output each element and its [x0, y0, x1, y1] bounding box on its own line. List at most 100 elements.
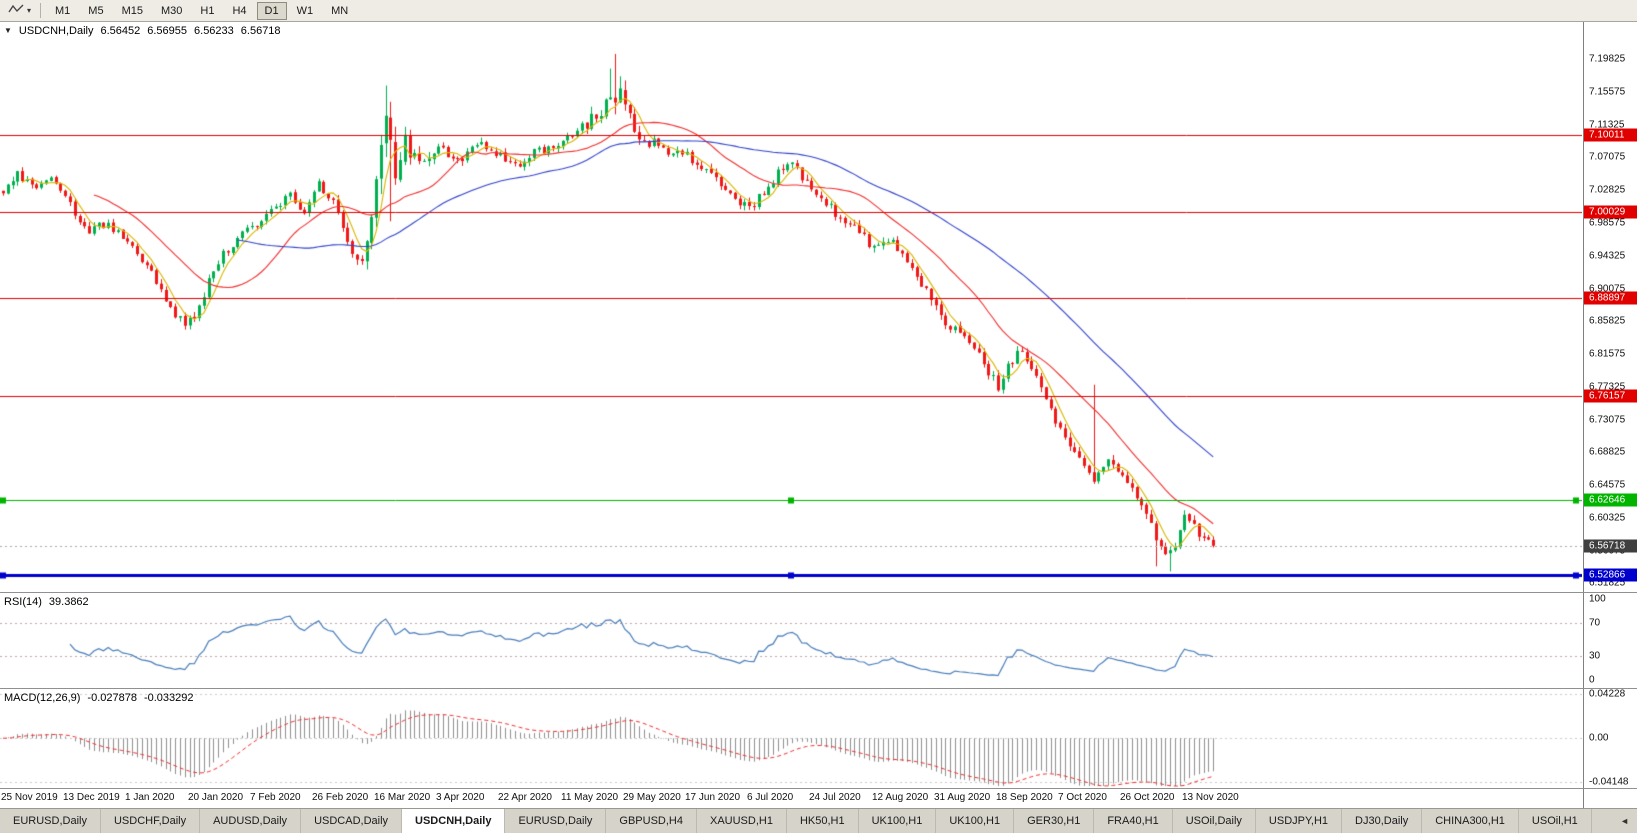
timeframe-button-m15[interactable]: M15 [121, 4, 143, 17]
chart-tab-usdcad-daily[interactable]: USDCAD,Daily [301, 809, 403, 833]
price-scale-label: 7.11325 [1589, 119, 1625, 131]
price-scale-label: 6.73075 [1589, 414, 1626, 426]
rsi-header: RSI(14) 39.3862 [4, 596, 89, 608]
chart-tab-fra40-h1[interactable]: FRA40,H1 [1094, 809, 1173, 833]
date-label: 12 Aug 2020 [872, 792, 929, 803]
date-label: 6 Jul 2020 [747, 792, 794, 803]
date-label: 13 Dec 2019 [63, 792, 120, 803]
timeframe-button-d1[interactable]: D1 [256, 1, 287, 20]
ohlc-close: 6.56718 [240, 25, 281, 37]
date-label: 7 Feb 2020 [250, 792, 301, 803]
chart-tab-usoil-daily[interactable]: USOil,Daily [1173, 809, 1256, 833]
chart-tabs-bar: EURUSD,Daily USDCHF,Daily AUDUSD,Daily USDC… [0, 808, 1637, 833]
rsi-scale-label: 100 [1589, 593, 1606, 605]
rsi-scale-label: 0 [1589, 674, 1595, 686]
ohlc-high: 6.56955 [147, 25, 188, 37]
date-label: 11 May 2020 [561, 792, 619, 803]
date-label: 29 May 2020 [623, 792, 681, 803]
timeframe-button-h1[interactable]: H1 [200, 4, 215, 17]
price-scale-label: 6.85825 [1589, 315, 1626, 327]
date-label: 22 Apr 2020 [498, 792, 552, 803]
current-price-badge: 6.56718 [1584, 539, 1637, 553]
toolbar: ▾ M1 M5 M15 M30 H1 H4 D1 W1 MN [0, 0, 1637, 22]
chevron-down-icon: ▾ [27, 5, 32, 15]
macd-canvas[interactable] [0, 689, 1582, 788]
price-scale-label: 6.94325 [1589, 250, 1626, 262]
date-label: 7 Oct 2020 [1058, 792, 1107, 803]
hline-price-badge: 6.76157 [1584, 389, 1637, 403]
chart-stack: ▼ USDCNH,Daily 6.56452 6.56955 6.56233 6… [0, 22, 1637, 808]
rsi-value: 39.3862 [48, 596, 89, 608]
macd-scale-label: 0.04228 [1589, 688, 1626, 700]
hline-price-badge: 7.10011 [1584, 128, 1637, 142]
symbol-title: USDCNH,Daily [18, 25, 94, 37]
date-label: 26 Feb 2020 [312, 792, 369, 803]
price-scale-label: 7.15575 [1589, 86, 1626, 98]
hline-price-badge: 6.52866 [1584, 568, 1637, 582]
rsi-canvas[interactable] [0, 593, 1582, 688]
chart-tab-dj30-daily[interactable]: DJ30,Daily [1342, 809, 1423, 833]
timeframe-button-mn[interactable]: MN [331, 4, 349, 17]
price-scale-label: 7.19825 [1589, 53, 1626, 65]
chart-tab-usdcnh-daily[interactable]: USDCNH,Daily [402, 809, 506, 833]
macd-title: MACD(12,26,9) [4, 692, 81, 704]
chart-tab-eurusd-daily[interactable]: EURUSD,Daily [0, 809, 101, 833]
tab-scroll-left-button[interactable]: ◄ [1620, 816, 1629, 826]
price-scale-label: 6.51825 [1589, 577, 1626, 589]
rsi-scale-label: 70 [1589, 617, 1601, 629]
macd-main-value: -0.027878 [87, 692, 137, 704]
date-label: 17 Jun 2020 [685, 792, 741, 803]
price-scale-label: 6.98575 [1589, 217, 1626, 229]
time-axis[interactable]: 25 Nov 2019 13 Dec 2019 1 Jan 2020 20 Jan 2… [0, 788, 1637, 808]
chart-tab-eurusd-daily[interactable]: EURUSD,Daily [505, 809, 607, 833]
price-scale-label: 7.02825 [1589, 184, 1626, 196]
chart-tab-uk100-h1[interactable]: UK100,H1 [859, 809, 937, 833]
axis-corner [1583, 789, 1637, 808]
timeframe-button-m30[interactable]: M30 [160, 4, 183, 17]
macd-scale-label: -0.04148 [1589, 776, 1629, 788]
chart-tab-xauusd-h1[interactable]: XAUUSD,H1 [697, 809, 787, 833]
date-label: 16 Mar 2020 [374, 792, 431, 803]
price-chart-panel: ▼ USDCNH,Daily 6.56452 6.56955 6.56233 6… [0, 22, 1637, 592]
date-label: 20 Jan 2020 [188, 792, 244, 803]
date-label: 31 Aug 2020 [934, 792, 991, 803]
chart-tab-usoil-h1[interactable]: USOil,H1 [1519, 809, 1592, 833]
date-label: 24 Jul 2020 [809, 792, 861, 803]
date-label: 13 Nov 2020 [1182, 792, 1239, 803]
chart-type-dropdown[interactable]: ▾ [4, 1, 35, 21]
timeframe-button-w1[interactable]: W1 [296, 4, 314, 17]
rsi-scale: 100 70 30 0 [1583, 593, 1637, 688]
chart-tab-ger30-h1[interactable]: GER30,H1 [1014, 809, 1095, 833]
price-scale[interactable]: 7.19825 7.15575 7.11325 7.07075 7.02825 6.985… [1583, 22, 1637, 592]
hline-price-badge: 6.88897 [1584, 291, 1637, 305]
timeframe-button-h4[interactable]: H4 [232, 4, 247, 17]
hline-price-badge: 7.00029 [1584, 205, 1637, 219]
ohlc-open: 6.56452 [100, 25, 141, 37]
chart-tab-hk50-h1[interactable]: HK50,H1 [787, 809, 859, 833]
timeframe-button-m1[interactable]: M1 [55, 4, 71, 17]
date-label: 26 Oct 2020 [1120, 792, 1175, 803]
timeframe-button-m5[interactable]: M5 [88, 4, 104, 17]
collapse-triangle-icon[interactable]: ▼ [4, 26, 12, 35]
chart-tab-uk100-h1[interactable]: UK100,H1 [936, 809, 1015, 833]
macd-scale: 0.04228 0.00 -0.04148 [1583, 689, 1637, 788]
date-label: 1 Jan 2020 [125, 792, 175, 803]
ohlc-low: 6.56233 [194, 25, 234, 37]
chart-tab-china300-h1[interactable]: CHINA300,H1 [1422, 809, 1519, 833]
rsi-indicator-panel: RSI(14) 39.3862 100 70 30 0 [0, 592, 1637, 688]
date-label: 3 Apr 2020 [436, 792, 485, 803]
toolbar-separator [40, 3, 42, 18]
chart-tab-gbpusd-h4[interactable]: GBPUSD,H4 [606, 809, 697, 833]
date-label: 18 Sep 2020 [996, 792, 1053, 803]
hline-price-badge: 6.62646 [1584, 493, 1637, 507]
chart-tab-usdchf-daily[interactable]: USDCHF,Daily [101, 809, 201, 833]
price-scale-label: 7.07075 [1589, 151, 1626, 163]
chart-tab-usdjpy-h1[interactable]: USDJPY,H1 [1256, 809, 1343, 833]
zigzag-line-icon [8, 2, 24, 20]
price-chart-canvas[interactable] [0, 22, 1582, 592]
price-scale-label: 6.81575 [1589, 348, 1626, 360]
chart-tab-audusd-daily[interactable]: AUDUSD,Daily [200, 809, 302, 833]
macd-scale-label: 0.00 [1589, 732, 1609, 744]
timeframe-buttons: M1 M5 M15 M30 H1 H4 D1 W1 MN [46, 1, 357, 20]
